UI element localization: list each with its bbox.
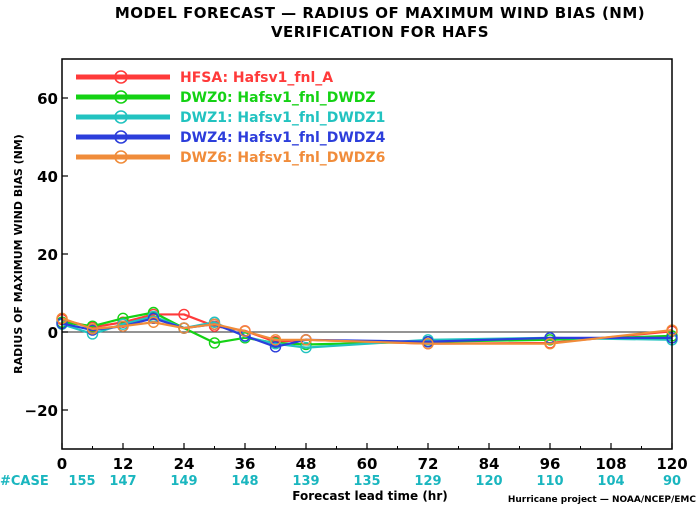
chart-title: MODEL FORECAST — RADIUS OF MAXIMUM WIND … xyxy=(115,4,645,22)
series-point xyxy=(208,337,221,349)
y-tick-label: 60 xyxy=(37,90,58,108)
legend-item: DWZ4: Hafsv1_fnl_DWDZ4 xyxy=(76,130,386,146)
legend-swatch-marker xyxy=(114,110,128,124)
series-point xyxy=(269,334,282,346)
series-point xyxy=(178,308,190,321)
legend-swatch-marker xyxy=(114,150,128,164)
x-tick-label: 60 xyxy=(357,455,378,473)
case-count: 129 xyxy=(414,474,441,489)
legend: HFSA: Hafsv1_fnl_A DWZ0: Hafsv1_fnl_DWDZ D… xyxy=(76,70,386,166)
series-point xyxy=(239,325,251,337)
plot-area xyxy=(56,58,678,450)
series-dwz6 xyxy=(56,312,678,350)
case-label: #CASE xyxy=(0,474,49,489)
case-counts: #CASE 155 147 149 148 139 135 129 120 110 104 90 xyxy=(0,474,681,489)
x-tick-label: 12 xyxy=(113,455,134,473)
series-point xyxy=(300,334,312,346)
y-tick-label: 40 xyxy=(37,168,58,186)
x-tick-label: 84 xyxy=(479,455,500,473)
legend-item: DWZ0: Hafsv1_fnl_DWDZ xyxy=(76,90,376,106)
y-tick-label: 20 xyxy=(37,246,58,264)
footer-credit: Hurricane project — NOAA/NCEP/EMC xyxy=(508,495,697,505)
series-point xyxy=(422,338,434,350)
case-count: 135 xyxy=(353,474,380,489)
case-count: 147 xyxy=(109,474,136,489)
x-tick-label: 36 xyxy=(235,455,256,473)
series-point xyxy=(269,341,282,353)
x-tick-label: 108 xyxy=(595,455,626,473)
y-tick-label: 0 xyxy=(48,324,58,342)
legend-label: DWZ1: Hafsv1_fnl_DWDZ1 xyxy=(180,110,385,126)
series-layer xyxy=(56,306,678,354)
y-tick-label: −20 xyxy=(25,402,58,420)
legend-label: DWZ6: Hafsv1_fnl_DWDZ6 xyxy=(180,150,385,166)
x-axis-ticks: 0 12 24 36 48 60 72 84 96 108 120 xyxy=(57,443,688,473)
chart-subtitle: VERIFICATION FOR HAFS xyxy=(271,23,489,41)
legend-swatch-marker xyxy=(114,130,128,144)
series-point xyxy=(300,341,312,354)
x-tick-label: 0 xyxy=(57,455,67,473)
legend-item: HFSA: Hafsv1_fnl_A xyxy=(76,70,333,86)
case-count: 149 xyxy=(170,474,197,489)
series-point xyxy=(147,316,160,328)
x-tick-label: 48 xyxy=(296,455,317,473)
x-tick-label: 72 xyxy=(418,455,439,473)
legend-label: HFSA: Hafsv1_fnl_A xyxy=(180,70,333,86)
case-count: 155 xyxy=(68,474,95,489)
series-point xyxy=(86,323,99,335)
case-count: 139 xyxy=(292,474,319,489)
x-tick-label: 120 xyxy=(656,455,687,473)
x-tick-label: 24 xyxy=(174,455,195,473)
legend-item: DWZ1: Hafsv1_fnl_DWDZ1 xyxy=(76,110,385,126)
legend-label: DWZ4: Hafsv1_fnl_DWDZ4 xyxy=(180,130,386,146)
y-axis-ticks: −20 0 20 40 60 xyxy=(25,90,68,420)
legend-swatch-marker xyxy=(114,90,128,104)
legend-item: DWZ6: Hafsv1_fnl_DWDZ6 xyxy=(76,150,385,166)
x-axis-label: Forecast lead time (hr) xyxy=(292,489,448,503)
legend-label: DWZ0: Hafsv1_fnl_DWDZ xyxy=(180,90,376,106)
case-count: 110 xyxy=(536,474,563,489)
case-count: 148 xyxy=(231,474,258,489)
x-tick-label: 96 xyxy=(540,455,561,473)
y-axis-label: RADIUS OF MAXIMUM WIND BIAS (NM) xyxy=(12,134,25,374)
series-point xyxy=(178,322,190,334)
case-count: 120 xyxy=(475,474,502,489)
case-count: 90 xyxy=(663,474,681,489)
series-point xyxy=(544,338,556,350)
case-count: 104 xyxy=(597,474,624,489)
series-point xyxy=(117,320,129,332)
legend-swatch-marker xyxy=(114,70,128,84)
series-point xyxy=(208,318,221,330)
